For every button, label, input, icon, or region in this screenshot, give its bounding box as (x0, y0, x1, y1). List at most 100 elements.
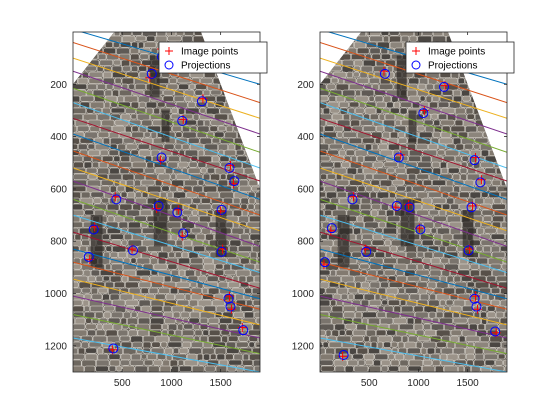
y-tick-label: 800 (50, 237, 67, 248)
projection-point (83, 251, 94, 262)
epipolar-line (73, 231, 260, 289)
y-tick-label: 200 (50, 80, 67, 91)
epipolar-line (320, 261, 507, 310)
projection-point (216, 204, 227, 215)
y-tick-label: 1200 (292, 341, 315, 352)
projection-point (391, 200, 402, 211)
projection-point (225, 301, 236, 312)
y-tick-label: 600 (297, 184, 314, 195)
x-tick-label: 1500 (210, 378, 233, 389)
x-tick-label: 1500 (457, 378, 480, 389)
projection-point (88, 224, 99, 235)
projection-point (418, 108, 429, 119)
epipolar-line (73, 248, 260, 300)
tower-window (149, 55, 160, 98)
projection-point (320, 257, 330, 268)
x-tick-label: 1000 (407, 378, 430, 389)
markers (83, 44, 249, 355)
y-tick-label: 1200 (45, 341, 68, 352)
epipolar-line (73, 133, 260, 200)
tower-window (90, 215, 103, 268)
projection-point (466, 202, 477, 213)
legend: Image points Projections (158, 41, 268, 74)
projection-point (415, 224, 426, 235)
epipolar-line (320, 295, 507, 339)
epipolar-line (320, 87, 507, 153)
tower-window (161, 110, 170, 142)
projection-point (156, 152, 167, 163)
projection-point (216, 246, 227, 257)
epipolar-line (320, 70, 507, 135)
epipolar-line (73, 57, 260, 119)
tower-window (408, 110, 417, 142)
tower-window (396, 55, 407, 98)
projection-point (326, 223, 337, 234)
epipolar-line (73, 117, 260, 182)
legend-label: Image points (428, 47, 485, 58)
y-tick-label: 200 (297, 80, 314, 91)
projection-point (490, 326, 501, 337)
y-tick-label: 800 (297, 237, 314, 248)
epipolar-line (73, 295, 260, 339)
epipolar-line (320, 231, 507, 289)
legend-marker-image-points (165, 47, 173, 55)
projection-point (128, 245, 139, 256)
projection-point (469, 293, 480, 304)
legend-label: Projections (181, 61, 230, 72)
epipolar-line (320, 248, 507, 300)
subplot-1: 500 1000 1500 200 400 600 800 1000 1200 Image poi… (45, 31, 268, 389)
projection-point (229, 176, 240, 187)
subplot-2: 500 1000 1500 200 400 600 800 1000 1200 Image poi… (292, 31, 515, 389)
axes-box (319, 31, 508, 373)
epipolar-line (73, 337, 260, 372)
projection-point (238, 325, 249, 336)
epipolar-line (320, 133, 507, 200)
projection-point (338, 350, 349, 360)
epipolar-line (320, 180, 507, 247)
x-tick-label: 500 (361, 378, 378, 389)
projection-point (469, 155, 480, 166)
epipolar-line (320, 57, 507, 119)
axes-box (72, 31, 261, 373)
y-tick-label: 400 (297, 132, 314, 143)
legend: Image points Projections (405, 41, 515, 74)
projection-point (379, 68, 390, 79)
epipolar-lines (73, 32, 260, 372)
projection-point (178, 228, 189, 239)
epipolar-line (320, 150, 507, 216)
projection-point (172, 207, 183, 218)
y-tick-label: 400 (50, 132, 67, 143)
epipolar-line (73, 150, 260, 216)
epipolar-line (73, 261, 260, 310)
epipolar-line (320, 214, 507, 274)
epipolar-line (73, 214, 260, 274)
projection-point (439, 81, 450, 92)
image-point (152, 204, 162, 214)
epipolar-line (73, 180, 260, 247)
projection-point (347, 194, 358, 205)
projection-point (475, 177, 486, 188)
y-tick-label: 1000 (45, 289, 68, 300)
projection-point (463, 245, 474, 256)
legend-marker-projections (164, 60, 174, 70)
epipolar-line (73, 102, 260, 169)
epipolar-line (320, 337, 507, 372)
epipolar-line (320, 167, 507, 232)
legend-marker-projections (411, 60, 421, 70)
tower-window (337, 215, 350, 268)
projection-point (223, 293, 234, 304)
epipolar-line (73, 313, 260, 355)
epipolar-line (320, 278, 507, 326)
epipolar-line (73, 198, 260, 263)
epipolar-line (73, 278, 260, 326)
tower-window (153, 199, 168, 247)
epipolar-line (320, 198, 507, 263)
y-tick-label: 1000 (292, 289, 315, 300)
epipolar-line (73, 70, 260, 135)
subplots: 500 1000 1500 200 400 600 800 1000 1200 Image poi… (45, 31, 515, 389)
image-point (396, 150, 406, 160)
tower-window (400, 199, 415, 247)
legend-label: Projections (428, 61, 477, 72)
legend-label: Image points (181, 47, 238, 58)
